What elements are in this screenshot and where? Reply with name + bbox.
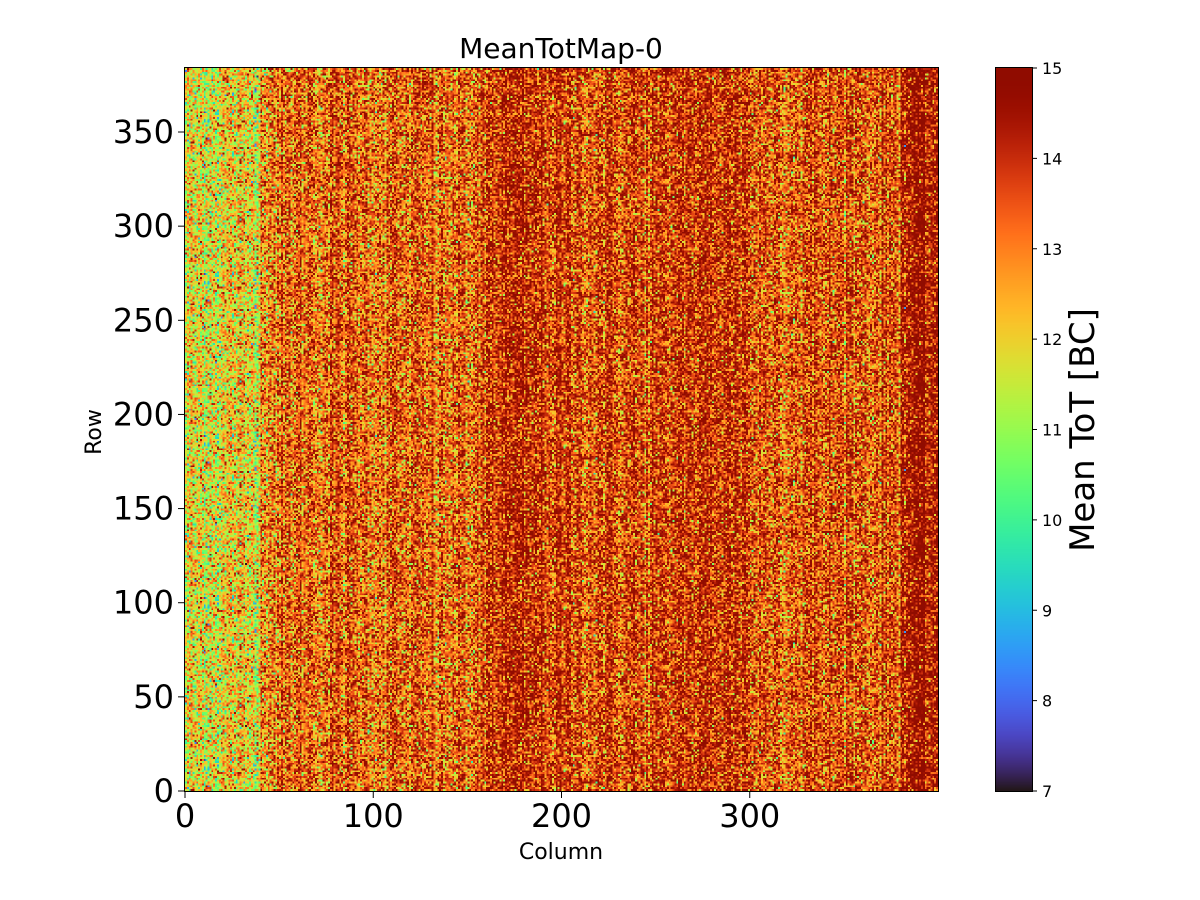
x-tick-label: 300 xyxy=(719,797,780,835)
colorbar-frame xyxy=(995,67,1033,792)
y-tick-label: 350 xyxy=(113,113,174,151)
colorbar-tick-label: 12 xyxy=(1042,330,1062,349)
x-tick-label: 0 xyxy=(175,797,195,835)
colorbar-tick-label: 14 xyxy=(1042,149,1062,168)
colorbar-gradient xyxy=(996,68,1032,791)
colorbar-tick-label: 9 xyxy=(1042,601,1052,620)
colorbar-tick-label: 7 xyxy=(1042,782,1052,801)
x-axis-label: Column xyxy=(519,840,603,865)
y-tick-label: 250 xyxy=(113,301,174,339)
colorbar-tick-label: 15 xyxy=(1042,59,1062,78)
y-tick-label: 50 xyxy=(133,678,174,716)
x-tick-label: 100 xyxy=(343,797,404,835)
y-tick-label: 150 xyxy=(113,490,174,528)
y-tick-label: 200 xyxy=(113,395,174,433)
x-tick-label: 200 xyxy=(531,797,592,835)
colorbar-ticks: 7 8 9 10 11 12 13 14 15 xyxy=(1032,59,1062,801)
y-tick-label: 100 xyxy=(113,584,174,622)
colorbar-label: Mean ToT [BC] xyxy=(1063,308,1103,552)
y-tick-label: 0 xyxy=(154,772,174,810)
chart-title: MeanTotMap-0 xyxy=(459,32,663,65)
y-tick-label: 300 xyxy=(113,207,174,245)
colorbar-tick-label: 11 xyxy=(1042,421,1062,440)
y-axis-ticks: 0 50 100 150 200 250 300 350 xyxy=(113,113,185,810)
plot-frame xyxy=(184,67,939,792)
heatmap-image xyxy=(185,68,938,791)
x-axis-ticks: 0 100 200 300 xyxy=(175,791,780,835)
colorbar-tick-label: 10 xyxy=(1042,511,1062,530)
y-axis-label: Row xyxy=(82,409,107,455)
colorbar-tick-label: 13 xyxy=(1042,240,1062,259)
colorbar-tick-label: 8 xyxy=(1042,692,1052,711)
